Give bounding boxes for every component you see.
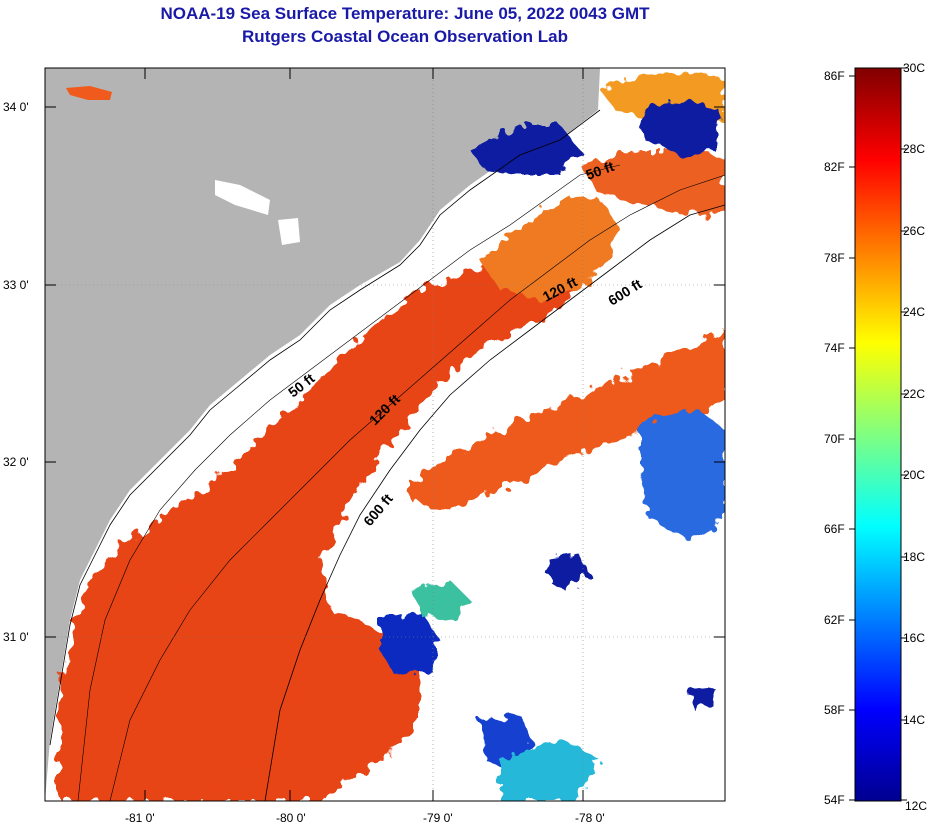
colorbar-label-f: 58F [824, 703, 845, 717]
lon-tick-label: -79 0' [423, 811, 453, 825]
colorbar-label-c: 22C [903, 387, 925, 401]
warm-patch [66, 86, 112, 100]
warm-sst-region [60, 72, 725, 801]
lon-tick-label: -81 0' [125, 811, 155, 825]
colorbar-label-c: 28C [903, 142, 925, 156]
colorbar-label-c: 16C [903, 631, 925, 645]
axis-ticks [45, 68, 725, 801]
colorbar-label-f: 86F [824, 69, 845, 83]
colorbar-label-f: 66F [824, 522, 845, 536]
graticule [45, 68, 725, 801]
colorbar-label-c: 24C [903, 305, 925, 319]
colorbar-label-c: 26C [903, 224, 925, 238]
colorbar-ticks [849, 67, 907, 801]
colorbar-label-c: 20C [903, 468, 925, 482]
colorbar-label-c: 12C [905, 799, 927, 813]
colorbar-label-f: 82F [824, 160, 845, 174]
colorbar-label-c: 18C [903, 550, 925, 564]
contour-600ft [264, 204, 725, 801]
coastline [49, 109, 601, 746]
contour-50ft [77, 164, 621, 801]
lat-tick-label: 33 0' [3, 278, 29, 292]
lon-tick-label: -78 0' [575, 811, 605, 825]
land-area [45, 68, 600, 801]
map-frame [44, 67, 726, 802]
lat-tick-label: 31 0' [3, 630, 29, 644]
lat-tick-label: 34 0' [3, 100, 29, 114]
chart-title: NOAA-19 Sea Surface Temperature: June 05… [160, 4, 650, 23]
colorbar-label-f: 70F [824, 432, 845, 446]
colorbar-label-f: 54F [824, 793, 845, 807]
contour-120ft [109, 174, 725, 801]
chart-subtitle: Rutgers Coastal Ocean Observation Lab [242, 27, 568, 46]
lat-tick-label: 32 0' [3, 455, 29, 469]
cloud-patch [215, 180, 270, 215]
colorbar-label-f: 78F [824, 251, 845, 265]
colorbar-label-c: 14C [903, 713, 925, 727]
lon-tick-label: -80 0' [276, 811, 306, 825]
colorbar-label-f: 74F [824, 341, 845, 355]
cool-sst-region [380, 100, 725, 801]
colorbar [854, 67, 902, 802]
colorbar-label-f: 62F [824, 613, 845, 627]
cloud-patch [278, 218, 300, 245]
colorbar-label-c: 30C [903, 61, 925, 75]
